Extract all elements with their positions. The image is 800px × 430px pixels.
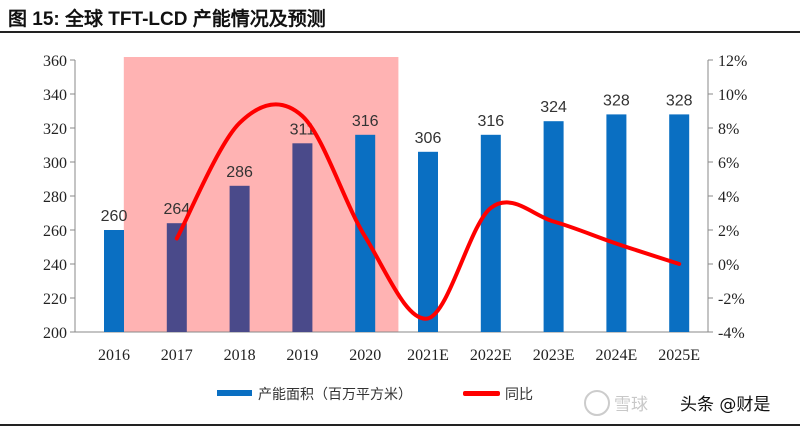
legend-swatch-line: [463, 391, 500, 396]
legend-swatch-bar: [217, 390, 252, 396]
x-tick-label: 2016: [98, 347, 130, 364]
y-right-tick-label: 4%: [718, 189, 739, 206]
y-right-tick-label: 6%: [718, 155, 739, 172]
y-left-tick-label: 280: [43, 189, 67, 206]
watermark-handle: 头条 @财是: [680, 395, 770, 415]
bar-2022E: [480, 134, 501, 332]
y-right-tick-label: -2%: [718, 291, 745, 308]
bar-data-label: 328: [666, 92, 693, 109]
bar-data-label: 286: [226, 164, 253, 181]
legend-label-line: 同比: [505, 387, 533, 403]
y-right-tick-label: 10%: [718, 87, 747, 104]
bar-2023E: [543, 121, 564, 332]
y-left-tick-label: 360: [43, 53, 67, 70]
bar-data-label: 316: [477, 113, 504, 130]
line-series-yoy: [174, 102, 682, 321]
x-tick-label: 2023E: [533, 347, 575, 364]
x-tick-label: 2021E: [407, 347, 449, 364]
bottom-divider: [0, 424, 800, 426]
legend-label-bar: 产能面积（百万平方米）: [258, 387, 412, 403]
figure-title: 图 15: 全球 TFT-LCD 产能情况及预测: [8, 9, 326, 30]
bar-2021E: [418, 151, 438, 332]
x-tick-label: 2017: [161, 347, 193, 364]
x-tick-label: 2018: [224, 347, 256, 364]
bar-2018: [229, 185, 250, 332]
x-tick-label: 2024E: [596, 347, 638, 364]
bar-2025E: [669, 114, 690, 333]
bar-data-label: 260: [101, 208, 128, 225]
watermark-logo-text: 雪球: [614, 395, 648, 415]
y-right-tick-label: 12%: [718, 53, 747, 70]
y-right-tick-label: 0%: [718, 257, 739, 274]
title-divider: [0, 31, 800, 33]
y-left-tick-label: 320: [43, 121, 67, 138]
y-left-tick-label: 200: [43, 325, 67, 342]
bar-data-label: 316: [352, 113, 379, 130]
y-right-tick-label: -4%: [718, 325, 745, 342]
y-left-tick-label: 260: [43, 223, 67, 240]
watermark-logo-icon: [584, 390, 610, 416]
x-tick-label: 2020: [349, 347, 381, 364]
bar-data-label: 324: [540, 99, 567, 116]
y-left-tick-label: 240: [43, 257, 67, 274]
x-tick-label: 2022E: [470, 347, 512, 364]
x-tick-label: 2025E: [658, 347, 700, 364]
bar-data-label: 306: [415, 130, 442, 147]
bar-2019: [292, 143, 313, 332]
bar-data-label: 264: [163, 201, 190, 218]
bar-2017: [166, 223, 187, 332]
bar-data-label: 328: [603, 92, 630, 109]
y-right-tick-label: 8%: [718, 121, 739, 138]
x-tick-label: 2019: [286, 347, 318, 364]
y-left-tick-label: 220: [43, 291, 67, 308]
bar-2016: [104, 230, 124, 332]
y-left-tick-label: 300: [43, 155, 67, 172]
y-left-tick-label: 340: [43, 87, 67, 104]
y-right-tick-label: 2%: [718, 223, 739, 240]
bar-2024E: [606, 114, 627, 333]
